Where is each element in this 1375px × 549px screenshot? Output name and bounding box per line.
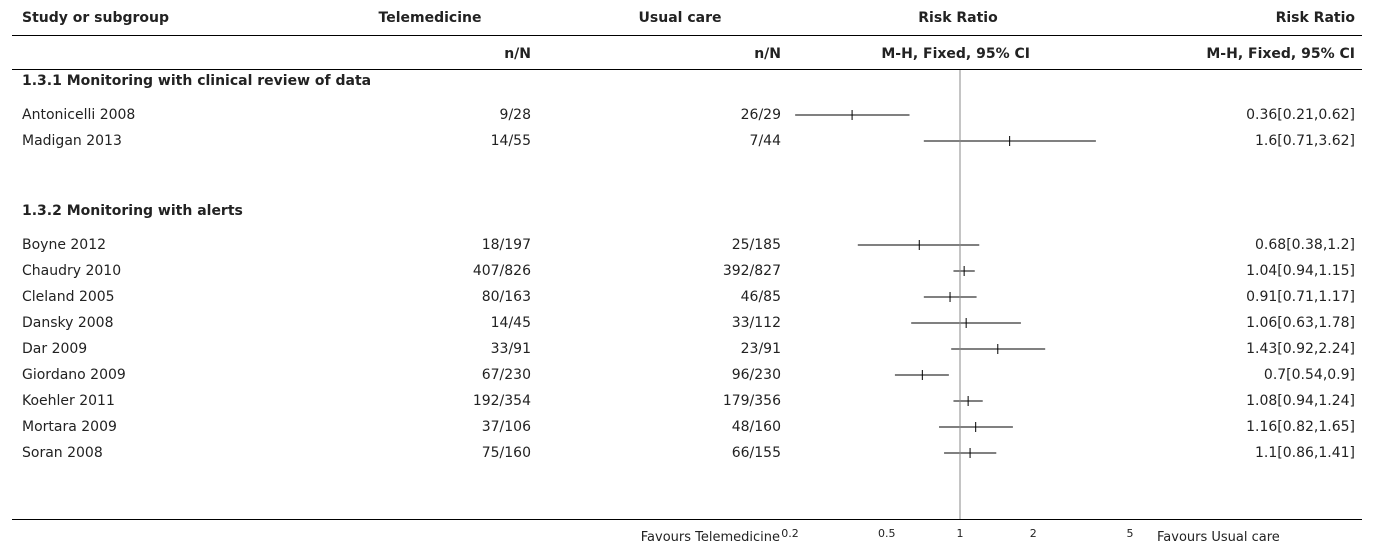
subheader-tele-nn: n/N (504, 46, 531, 62)
x-tick-label: 2 (1030, 527, 1037, 540)
header-risk-ratio-graph: Risk Ratio (918, 10, 998, 26)
risk-ratio-value: 1.1[0.86,1.41] (1255, 445, 1355, 461)
risk-ratio-value: 1.43[0.92,2.24] (1246, 341, 1355, 357)
x-tick-label: 1 (957, 527, 964, 540)
favours-right-label: Favours Usual care (1157, 530, 1280, 545)
header-rule-bottom (12, 69, 1362, 70)
subheader-num-method: M-H, Fixed, 95% CI (1206, 46, 1355, 62)
study-name: Chaudry 2010 (22, 263, 122, 279)
telemedicine-count: 80/163 (481, 289, 531, 305)
telemedicine-count: 33/91 (490, 341, 531, 357)
study-name: Koehler 2011 (22, 393, 115, 409)
x-tick-label: 0.5 (878, 527, 896, 540)
study-name: Cleland 2005 (22, 289, 115, 305)
telemedicine-count: 18/197 (481, 237, 531, 253)
study-name: Dansky 2008 (22, 315, 114, 331)
risk-ratio-value: 1.16[0.82,1.65] (1246, 419, 1355, 435)
telemedicine-count: 67/230 (481, 367, 531, 383)
telemedicine-count: 14/45 (490, 315, 531, 331)
risk-ratio-value: 1.6[0.71,3.62] (1255, 133, 1355, 149)
header-telemedicine: Telemedicine (378, 10, 482, 26)
risk-ratio-value: 0.68[0.38,1.2] (1255, 237, 1355, 253)
usual-care-count: 25/185 (731, 237, 781, 253)
usual-care-count: 7/44 (749, 133, 781, 149)
risk-ratio-value: 1.08[0.94,1.24] (1246, 393, 1355, 409)
telemedicine-count: 407/826 (472, 263, 531, 279)
risk-ratio-value: 0.91[0.71,1.17] (1246, 289, 1355, 305)
usual-care-count: 66/155 (731, 445, 781, 461)
telemedicine-count: 9/28 (499, 107, 531, 123)
header-risk-ratio-num: Risk Ratio (1275, 10, 1355, 26)
usual-care-count: 26/29 (740, 107, 781, 123)
x-tick-label: 5 (1127, 527, 1134, 540)
header-rule-top (12, 35, 1362, 36)
telemedicine-count: 192/354 (472, 393, 531, 409)
telemedicine-count: 14/55 (490, 133, 531, 149)
usual-care-count: 48/160 (731, 419, 781, 435)
x-tick-label: 0.2 (781, 527, 799, 540)
footer-rule (12, 519, 1362, 520)
study-name: Boyne 2012 (22, 237, 107, 253)
risk-ratio-value: 0.36[0.21,0.62] (1246, 107, 1355, 123)
study-name: Mortara 2009 (22, 419, 117, 435)
subheader-usual-nn: n/N (754, 46, 781, 62)
risk-ratio-value: 1.06[0.63,1.78] (1246, 315, 1355, 331)
usual-care-count: 23/91 (740, 341, 781, 357)
telemedicine-count: 75/160 (481, 445, 531, 461)
study-name: Dar 2009 (22, 341, 88, 357)
favours-left-label: Favours Telemedicine (640, 530, 780, 545)
header-study: Study or subgroup (22, 10, 170, 26)
usual-care-count: 33/112 (731, 315, 781, 331)
usual-care-count: 179/356 (722, 393, 781, 409)
usual-care-count: 46/85 (740, 289, 781, 305)
risk-ratio-value: 1.04[0.94,1.15] (1246, 263, 1355, 279)
study-name: Antonicelli 2008 (22, 107, 136, 123)
risk-ratio-value: 0.7[0.54,0.9] (1263, 367, 1355, 383)
usual-care-count: 96/230 (731, 367, 781, 383)
telemedicine-count: 37/106 (481, 419, 531, 435)
study-name: Soran 2008 (22, 445, 103, 461)
usual-care-count: 392/827 (722, 263, 781, 279)
subgroup-heading: 1.3.2 Monitoring with alerts (22, 203, 243, 219)
study-name: Giordano 2009 (22, 367, 126, 383)
header-usual-care: Usual care (638, 10, 722, 26)
subheader-graph-method: M-H, Fixed, 95% CI (881, 46, 1030, 62)
subgroup-heading: 1.3.1 Monitoring with clinical review of… (22, 73, 372, 89)
study-name: Madigan 2013 (22, 133, 122, 149)
